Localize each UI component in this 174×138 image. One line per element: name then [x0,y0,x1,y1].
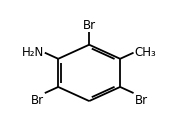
Text: CH₃: CH₃ [135,46,156,59]
Text: Br: Br [135,94,148,107]
Text: Br: Br [83,19,96,32]
Text: H₂N: H₂N [21,46,44,59]
Text: Br: Br [31,94,44,107]
